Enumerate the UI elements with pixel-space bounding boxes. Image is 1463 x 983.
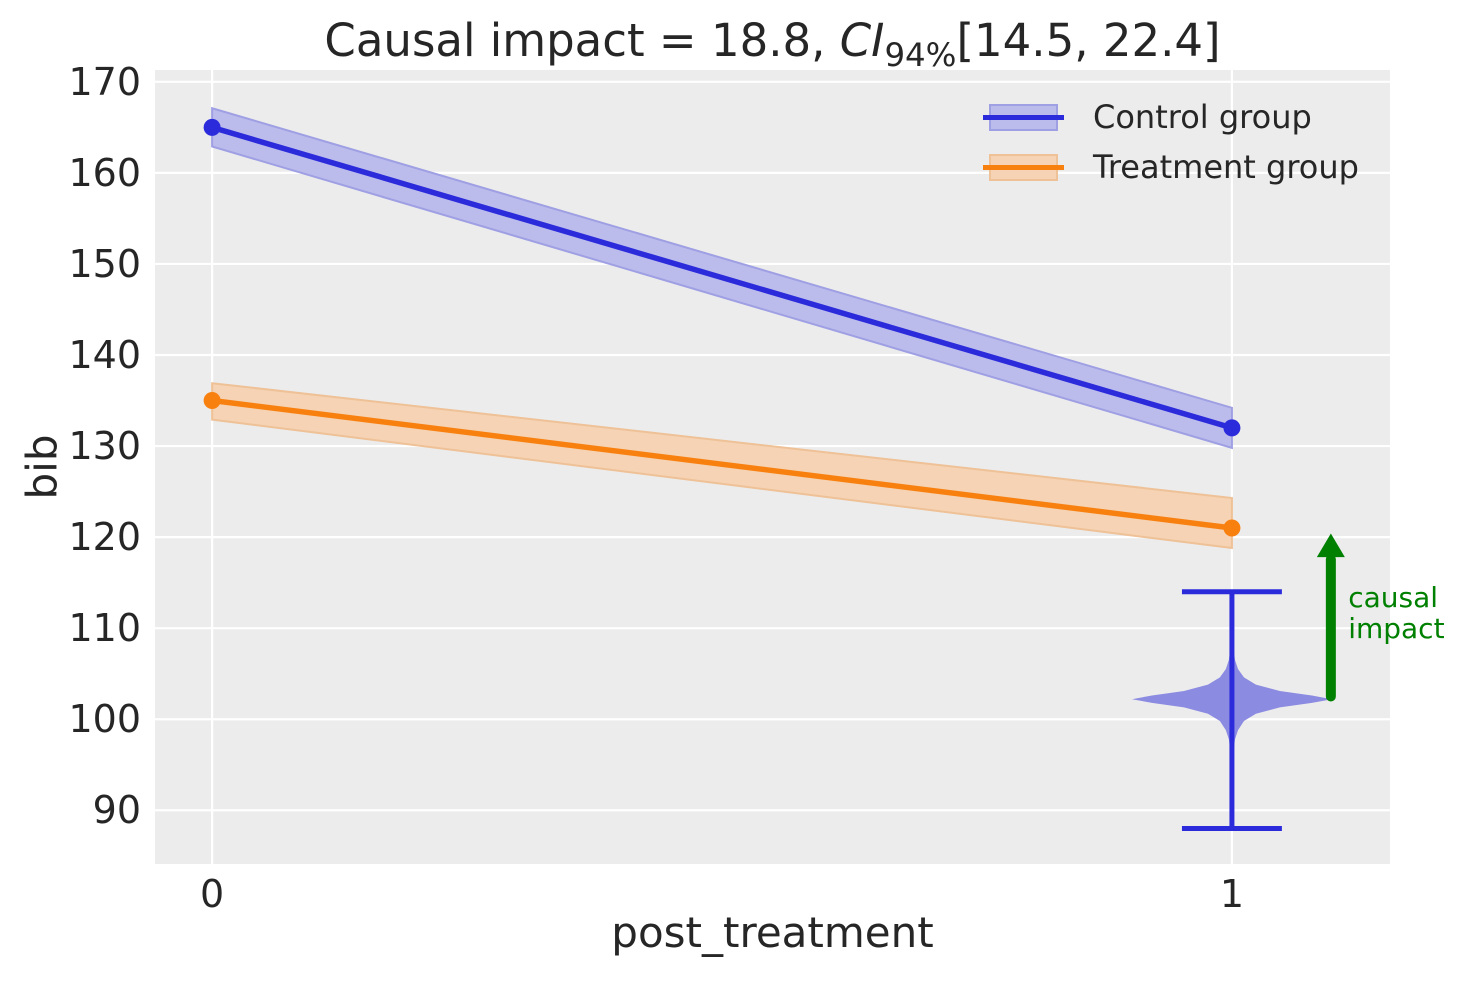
legend-swatch-control-group xyxy=(983,103,1064,131)
title-ci-symbol: CI xyxy=(839,14,885,67)
y-tick-label: 110 xyxy=(68,606,141,651)
y-tick-label: 100 xyxy=(68,697,141,742)
control-group-marker xyxy=(203,118,221,136)
treatment-group-marker xyxy=(203,392,221,410)
legend-item-treatment-group: Treatment group xyxy=(983,142,1359,192)
legend-label: Control group xyxy=(1093,98,1312,136)
treatment-group-line xyxy=(209,397,1235,531)
causal-impact-annotation: causal xyxy=(1348,581,1438,614)
treatment-group-marker xyxy=(1223,519,1241,537)
x-tick-label: 0 xyxy=(200,872,225,916)
legend-line-icon xyxy=(983,114,1064,120)
y-tick-label: 160 xyxy=(68,150,141,195)
legend: Control group Treatment group xyxy=(983,92,1359,192)
control-group-line xyxy=(209,124,1235,431)
chart-title: Causal impact = 18.8, CI94%[14.5, 22.4] xyxy=(155,14,1390,71)
legend-item-control-group: Control group xyxy=(983,92,1359,142)
y-tick-label: 170 xyxy=(68,59,141,104)
y-tick-label: 90 xyxy=(92,788,141,833)
causal-impact-arrow-head xyxy=(1316,533,1345,558)
y-tick-label: 150 xyxy=(68,241,141,286)
y-tick-label: 140 xyxy=(68,333,141,377)
x-tick-label: 1 xyxy=(1219,872,1245,916)
x-axis-label: post_treatment xyxy=(611,908,934,957)
causal-impact-annotation: impact xyxy=(1348,612,1444,645)
title-prefix: Causal impact = 18.8, xyxy=(324,14,840,67)
control-group-marker xyxy=(1223,419,1241,437)
title-ci-interval: [14.5, 22.4] xyxy=(956,14,1221,67)
legend-line-icon xyxy=(983,164,1064,170)
y-tick-label: 120 xyxy=(68,515,141,560)
legend-swatch-treatment-group xyxy=(983,153,1064,181)
title-ci-subscript: 94% xyxy=(884,36,957,74)
y-tick-label: 130 xyxy=(68,424,141,469)
legend-label: Treatment group xyxy=(1093,148,1359,186)
